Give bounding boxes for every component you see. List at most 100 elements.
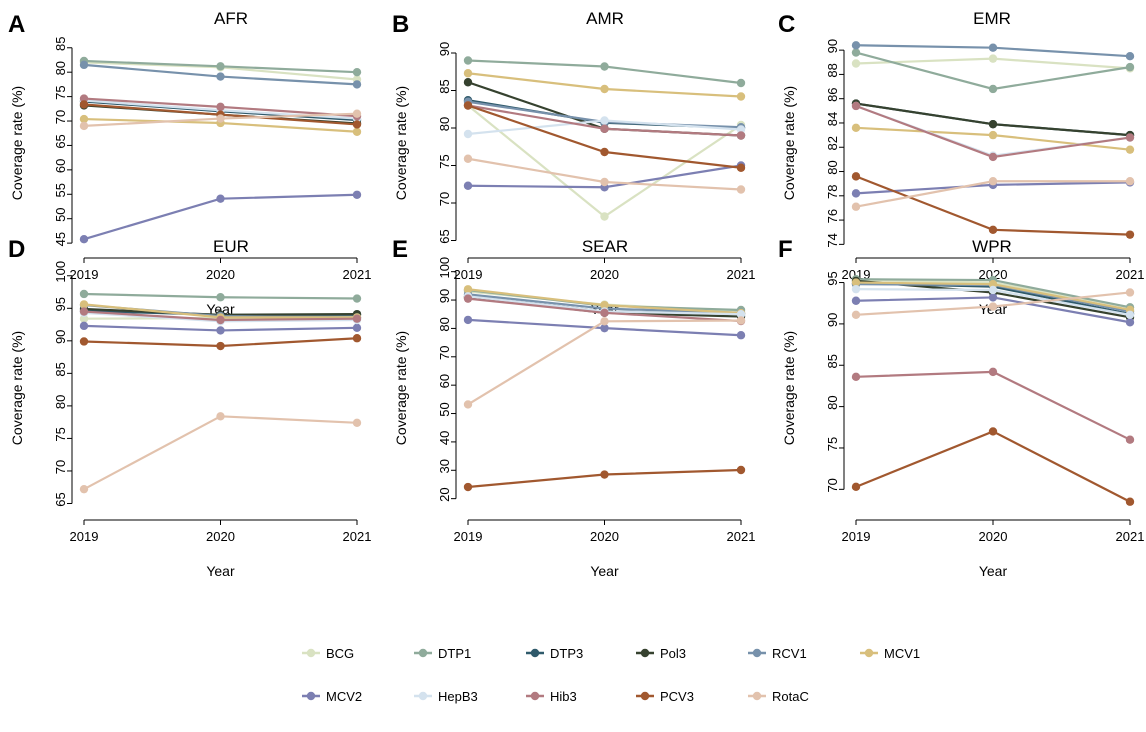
data-point [216, 412, 225, 421]
data-point [216, 62, 225, 71]
data-point [216, 293, 225, 302]
legend-label: MCV1 [884, 646, 920, 661]
y-tick-label: 65 [53, 492, 68, 506]
series-line [855, 430, 1131, 503]
legend-item-rcv1: RCV1 [748, 646, 807, 661]
y-tick-label: 80 [437, 117, 452, 131]
legend-label: Pol3 [660, 646, 686, 661]
data-point [216, 315, 225, 325]
y-tick-label: 55 [53, 183, 68, 197]
y-tick-label: 80 [53, 61, 68, 75]
x-tick-label: 2021 [343, 529, 372, 544]
y-tick-label: 75 [825, 437, 840, 451]
data-point [463, 294, 473, 303]
data-point [736, 125, 746, 134]
panel-wpr: F WPR 70 75 80 85 90 95 Coverage rate (%) 2019 202… [778, 236, 1144, 579]
series-mcv1 [463, 285, 746, 318]
series-mcv2 [79, 190, 362, 244]
y-tick-label: 75 [53, 85, 68, 99]
data-point [1125, 318, 1135, 327]
y-tick-label: 85 [437, 79, 452, 93]
y-tick-label: 60 [437, 374, 452, 388]
legend-label: DTP1 [438, 646, 471, 661]
legend-swatch-marker [418, 648, 428, 658]
legend-item-hib3: Hib3 [526, 689, 577, 704]
data-point [1125, 62, 1135, 72]
y-tick-label: 85 [825, 354, 840, 368]
data-point [600, 308, 609, 318]
data-point [352, 80, 362, 89]
data-point [352, 190, 362, 199]
data-point [463, 129, 473, 139]
data-point [736, 310, 746, 319]
data-point [600, 177, 609, 187]
series-hib3 [79, 307, 362, 325]
x-tick-label: 2019 [70, 267, 99, 282]
panel-letter: C [778, 11, 795, 38]
panel-letter: D [8, 236, 25, 263]
x-tick-label: 2020 [206, 267, 235, 282]
y-tick-label: 90 [53, 330, 68, 344]
series-mcv2 [79, 321, 362, 335]
data-point [988, 119, 998, 129]
series-pcv3 [79, 334, 362, 351]
data-point [851, 41, 861, 50]
y-axis-label: Coverage rate (%) [9, 331, 25, 445]
data-point [463, 154, 473, 163]
data-point [79, 300, 89, 309]
panel-letter: F [778, 236, 793, 263]
data-point [988, 177, 998, 186]
data-point [1125, 133, 1135, 142]
panel-title: WPR [972, 237, 1012, 256]
legend-label: PCV3 [660, 689, 694, 704]
legend-item-dtp3: DTP3 [526, 646, 583, 661]
data-point [79, 484, 89, 494]
data-point [216, 194, 225, 203]
data-point [1125, 310, 1135, 319]
y-tick-label: 100 [53, 261, 68, 283]
data-point [988, 54, 998, 63]
y-tick-label: 70 [53, 460, 68, 474]
data-point [352, 294, 362, 303]
data-point [463, 101, 473, 110]
x-tick-label: 2020 [206, 529, 235, 544]
data-point [851, 189, 861, 198]
data-point [1125, 497, 1135, 506]
y-tick-label: 70 [825, 478, 840, 492]
panel-title: SEAR [582, 237, 628, 256]
series-pcv3 [463, 101, 746, 172]
x-tick-label: 2021 [1116, 267, 1145, 282]
legend-swatch-marker [306, 691, 316, 701]
data-point [736, 316, 746, 325]
y-tick-label: 80 [53, 395, 68, 409]
data-point [463, 285, 473, 294]
data-point [79, 114, 89, 124]
y-tick-label: 80 [825, 160, 840, 174]
y-tick-label: 50 [437, 402, 452, 416]
series-hepb3 [463, 116, 746, 139]
data-point [988, 279, 998, 289]
legend-swatch-marker [640, 648, 650, 658]
panel-eur: D EUR 65 70 75 80 85 90 95 100 Coverage rate (%) 20… [8, 236, 371, 579]
data-point [988, 43, 998, 52]
legend-item-pcv3: PCV3 [636, 689, 694, 704]
data-point [988, 84, 998, 94]
data-point [736, 185, 746, 194]
data-point [79, 94, 89, 103]
legend-item-pol3: Pol3 [636, 646, 686, 661]
y-tick-label: 90 [437, 289, 452, 303]
x-tick-label: 2020 [590, 267, 619, 282]
legend-label: MCV2 [326, 689, 362, 704]
data-point [988, 130, 998, 140]
x-tick-label: 2020 [979, 529, 1008, 544]
data-point [216, 102, 225, 112]
data-point [988, 293, 998, 302]
series-line [83, 415, 358, 491]
panel-letter: B [392, 11, 409, 38]
legend-label: RCV1 [772, 646, 807, 661]
y-tick-label: 90 [825, 313, 840, 327]
y-tick-label: 75 [53, 427, 68, 441]
data-point [988, 367, 998, 377]
data-point [352, 334, 362, 343]
legend-item-dtp1: DTP1 [414, 646, 471, 661]
